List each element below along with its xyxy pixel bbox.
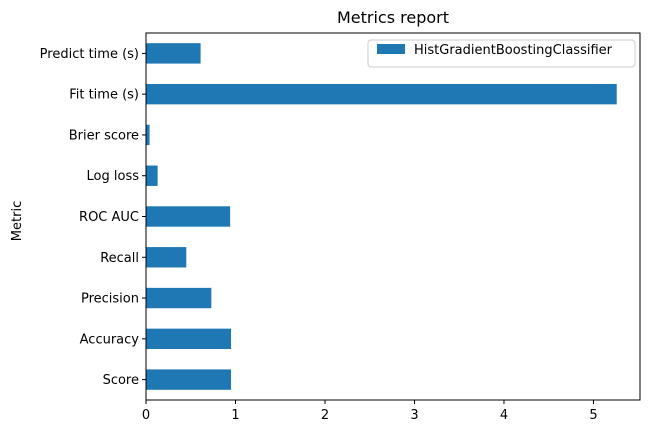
y-tick-label: Predict time (s) <box>40 47 139 62</box>
bar <box>146 206 231 227</box>
x-tick-label: 0 <box>142 408 150 423</box>
bar <box>146 369 232 390</box>
y-tick-label: Accuracy <box>80 332 140 347</box>
y-tick-label: Recall <box>100 251 139 266</box>
y-tick-label: Brier score <box>69 128 139 143</box>
bars-layer <box>146 43 617 390</box>
x-tick-label: 4 <box>500 408 508 423</box>
x-tick-label: 1 <box>231 408 239 423</box>
y-axis-label: Metric <box>10 201 25 241</box>
bar <box>146 43 201 64</box>
bar <box>146 287 212 309</box>
legend-box <box>367 39 636 68</box>
bar <box>146 328 232 350</box>
bar <box>146 165 158 186</box>
bar <box>146 83 617 105</box>
x-tick-label: 2 <box>321 408 329 423</box>
ticks-layer: Score Accuracy Precision Recall ROC AUC Log l… <box>40 47 598 423</box>
y-tick-label: Precision <box>81 292 139 307</box>
x-tick-label: 5 <box>589 408 597 423</box>
bar <box>146 124 150 146</box>
legend-label: HistGradientBoostingClassifier <box>414 43 613 58</box>
x-tick-label: 3 <box>410 408 418 423</box>
y-tick-label: Fit time (s) <box>69 88 139 103</box>
plot-frame <box>145 32 641 401</box>
legend: HistGradientBoostingClassifier <box>367 39 636 68</box>
y-tick-label: Score <box>103 373 139 388</box>
bar <box>146 247 187 268</box>
y-tick-label: Log loss <box>87 169 140 184</box>
legend-swatch <box>377 44 405 54</box>
y-tick-label: ROC AUC <box>79 210 139 225</box>
chart-title: Metrics report <box>337 8 449 27</box>
